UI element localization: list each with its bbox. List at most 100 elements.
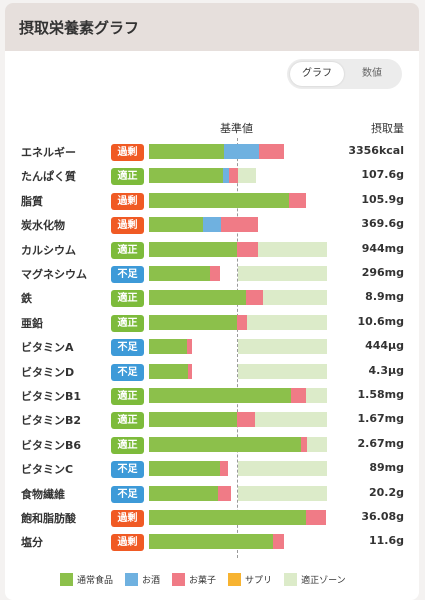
legend-label: サプリ [245, 576, 273, 586]
snack-segment [237, 241, 259, 257]
legend-swatch-supplement [228, 573, 242, 586]
nutrient-name: たんぱく質 [21, 170, 76, 184]
nutrient-row: 亜鉛 適正 10.6mg [0, 311, 425, 335]
nutrient-bar [149, 461, 339, 477]
food-segment [149, 363, 189, 379]
nutrient-row: たんぱく質 適正 107.6g [0, 164, 425, 188]
intake-value: 944mg [361, 241, 404, 255]
nutrient-bar [149, 290, 339, 306]
snack-segment [246, 290, 263, 306]
legend-label: 適正ゾーン [301, 576, 346, 586]
standard-column-header: 基準値 [220, 122, 253, 135]
alcohol-segment [223, 144, 260, 159]
status-badge: 過剰 [111, 192, 144, 210]
food-segment [149, 436, 302, 452]
snack-segment [288, 192, 306, 208]
appropriate-zone [238, 461, 327, 477]
nutrient-bar [149, 339, 339, 355]
snack-segment [218, 485, 231, 501]
intake-value: 10.6mg [357, 314, 404, 328]
nutrient-row: エネルギー 過剰 3356kcal [0, 140, 425, 164]
snack-segment [220, 461, 229, 477]
legend-item-supplement: サプリ [228, 573, 272, 586]
appropriate-zone [220, 168, 256, 184]
appropriate-zone [238, 339, 327, 355]
legend-item-snack: お菓子 [172, 573, 216, 586]
food-segment [149, 192, 289, 208]
nutrient-name: 脂質 [21, 194, 43, 208]
nutrient-row: ビタミンB1 適正 1.58mg [0, 384, 425, 408]
nutrient-bar [149, 192, 339, 208]
nutrient-name: ビタミンA [21, 341, 74, 355]
intake-value: 1.67mg [357, 412, 404, 426]
nutrient-name: 亜鉛 [21, 316, 43, 330]
nutrient-name: ビタミンB6 [21, 438, 82, 452]
food-segment [149, 314, 238, 330]
legend-item-zone: 適正ゾーン [284, 573, 346, 586]
nutrient-bar [149, 168, 339, 184]
legend-swatch-alcohol [125, 573, 139, 586]
food-segment [149, 510, 306, 525]
intake-value: 296mg [361, 266, 404, 279]
legend-label: 通常食品 [77, 576, 114, 586]
nutrient-row: 鉄 適正 8.9mg [0, 286, 425, 310]
nutrient-row: ビタミンB2 適正 1.67mg [0, 408, 425, 432]
nutrient-row: 飽和脂肪酸 過剰 36.08g [0, 506, 425, 530]
food-segment [149, 241, 238, 257]
food-segment [149, 461, 221, 477]
status-badge: 過剰 [111, 510, 144, 527]
food-segment [149, 290, 246, 306]
appropriate-zone [238, 412, 327, 428]
snack-segment [291, 388, 306, 403]
nutrient-name: ビタミンB2 [21, 414, 82, 428]
standard-value-line [237, 138, 238, 558]
intake-value: 444μg [365, 339, 404, 353]
status-badge: 適正 [111, 168, 144, 186]
snack-segment [272, 534, 285, 550]
nutrient-bar [149, 144, 339, 159]
nutrient-bar [149, 534, 339, 550]
nutrient-name: 飽和脂肪酸 [21, 512, 76, 525]
nutrient-bar [149, 363, 339, 379]
legend: 通常食品 お酒 お菓子 サプリ 適正ゾーン [60, 573, 346, 586]
status-badge: 過剰 [111, 534, 144, 552]
legend-swatch-snack [172, 573, 186, 586]
tab-number[interactable]: 数値 [362, 68, 382, 79]
appropriate-zone [238, 485, 327, 501]
appropriate-zone [238, 314, 327, 330]
food-segment [149, 485, 219, 501]
status-badge: 不足 [111, 461, 144, 479]
nutrient-row: 塩分 過剰 11.6g [0, 530, 425, 554]
nutrient-bar [149, 266, 339, 281]
snack-segment [259, 144, 285, 159]
nutrient-row: マグネシウム 不足 296mg [0, 262, 425, 286]
intake-value: 3356kcal [348, 144, 404, 157]
nutrient-row: ビタミンD 不足 4.3μg [0, 360, 425, 384]
view-toggle: グラフ 数値 [287, 59, 402, 89]
snack-segment [229, 168, 238, 184]
appropriate-zone [238, 363, 327, 379]
intake-value: 36.08g [361, 510, 404, 523]
intake-value: 8.9mg [365, 290, 404, 304]
nutrient-name: 食物繊維 [21, 487, 65, 501]
nutrient-name: ビタミンD [21, 365, 75, 379]
nutrient-row: 炭水化物 過剰 369.6g [0, 213, 425, 237]
alcohol-segment [222, 168, 230, 184]
nutrient-bar [149, 510, 339, 525]
tab-graph[interactable]: グラフ [290, 62, 344, 86]
snack-segment [221, 217, 259, 233]
appropriate-zone [238, 266, 327, 281]
intake-value: 89mg [369, 461, 404, 475]
status-badge: 適正 [111, 241, 144, 259]
appropriate-zone [238, 241, 327, 257]
nutrient-bar [149, 412, 339, 428]
status-badge: 不足 [111, 266, 144, 283]
status-badge: 適正 [111, 314, 144, 332]
nutrient-row: ビタミンA 不足 444μg [0, 335, 425, 359]
snack-segment [237, 412, 255, 428]
intake-value: 2.67mg [357, 436, 404, 450]
intake-column-header: 摂取量 [371, 122, 404, 135]
nutrient-name: 塩分 [21, 536, 43, 550]
nutrient-name: 鉄 [21, 292, 32, 306]
intake-value: 105.9g [361, 192, 404, 206]
